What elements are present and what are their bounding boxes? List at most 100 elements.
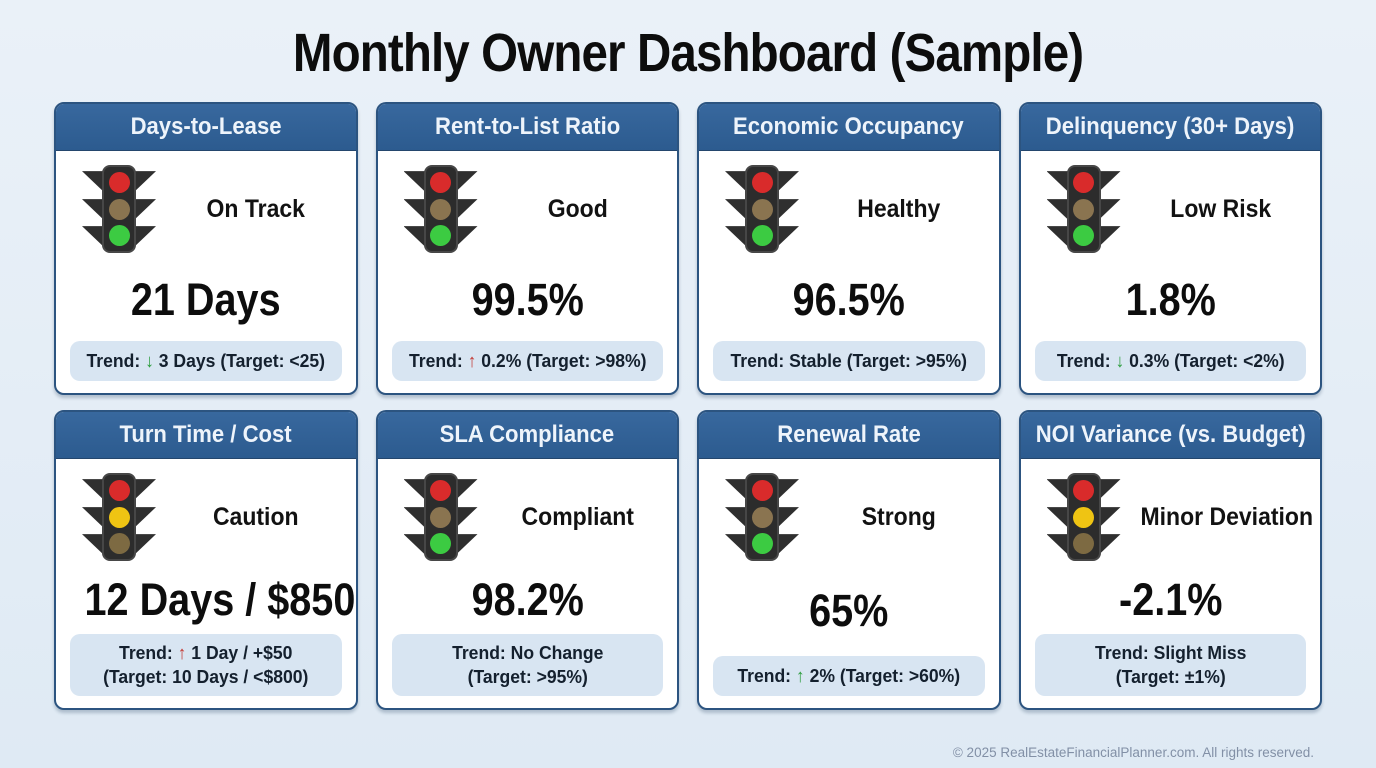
trend-target-line: (Target: 10 Days / <$800) xyxy=(103,666,309,688)
trend-text: Trend: xyxy=(86,350,146,372)
traffic-light-middle-lamp xyxy=(751,506,773,528)
traffic-light-visor xyxy=(1099,479,1121,500)
traffic-light-visor xyxy=(1046,534,1068,555)
traffic-light-visor xyxy=(778,507,799,528)
trend-line: Trend: No Change xyxy=(404,641,651,665)
trend-arrow-icon: ↓ xyxy=(145,350,154,372)
trend-text: Trend: xyxy=(1056,350,1115,372)
traffic-light-body xyxy=(745,473,779,562)
trend-text-after: 1 Day / +$50 xyxy=(186,642,293,663)
traffic-light-visor xyxy=(725,507,746,528)
traffic-light-visor xyxy=(456,171,478,192)
trend-pill: Trend: ↑ 1 Day / +$50 (Target: 10 Days /… xyxy=(70,634,342,697)
traffic-light-visor xyxy=(1099,171,1121,192)
kpi-card-noi-variance: NOI Variance (vs. Budget) Minor Deviatio… xyxy=(1018,410,1322,711)
trend-line: Trend: ↓ 0.3% (Target: <2%) xyxy=(1047,349,1294,373)
page-title: Monthly Owner Dashboard (Sample) xyxy=(292,23,1084,83)
status-label: Low Risk xyxy=(1169,194,1271,223)
card-title: Economic Occupancy xyxy=(733,113,965,141)
kpi-card-rent-to-list-ratio: Rent-to-List Ratio Good 99.5% Trend: ↑ 0 xyxy=(375,102,679,396)
traffic-light-middle-lamp xyxy=(108,506,130,528)
traffic-light-bottom-lamp xyxy=(1073,224,1094,246)
traffic-light-bottom-lamp xyxy=(751,224,773,246)
kpi-card-days-to-lease: Days-to-Lease On Track 21 Days Trend: ↓ xyxy=(54,102,358,396)
trend-arrow-icon: ↑ xyxy=(177,642,187,663)
trend-text-after: 3 Days (Target: <25) xyxy=(153,350,325,372)
card-body: Healthy 96.5% Trend: Stable (Target: >95… xyxy=(699,151,999,393)
traffic-light-visor xyxy=(403,226,425,247)
traffic-light-visor xyxy=(1099,507,1121,528)
card-header: Turn Time / Cost xyxy=(56,412,356,460)
trend-line: Trend: ↑ 0.2% (Target: >98%) xyxy=(404,349,651,373)
status-row: Compliant xyxy=(390,469,666,565)
card-title: SLA Compliance xyxy=(439,421,615,449)
traffic-light-visor xyxy=(725,226,746,247)
traffic-light-body xyxy=(1066,473,1101,562)
traffic-light-top-lamp xyxy=(751,172,773,194)
card-title: NOI Variance (vs. Budget) xyxy=(1035,421,1306,449)
trend-pill: Trend: ↓ 0.3% (Target: <2%) xyxy=(1034,341,1306,382)
traffic-light-top-lamp xyxy=(108,480,130,502)
traffic-light-top-lamp xyxy=(108,172,130,194)
trend-pill: Trend: Slight Miss (Target: ±1%) xyxy=(1034,634,1306,697)
traffic-light-body xyxy=(1066,165,1101,254)
trend-text-after: 2% (Target: >60%) xyxy=(804,665,961,687)
traffic-light-visor xyxy=(403,534,425,555)
kpi-value: 65% xyxy=(809,585,889,637)
traffic-light-visor xyxy=(778,479,799,500)
traffic-light-visor xyxy=(82,199,103,220)
traffic-light-bottom-lamp xyxy=(108,532,130,554)
traffic-light-visor xyxy=(456,199,478,220)
status-row: On Track xyxy=(68,161,344,257)
traffic-light-visor xyxy=(1046,507,1068,528)
traffic-light-icon xyxy=(1039,473,1129,562)
traffic-light-top-lamp xyxy=(1073,172,1094,194)
card-title: Renewal Rate xyxy=(776,421,921,449)
traffic-light-visor xyxy=(456,479,478,500)
traffic-light-middle-lamp xyxy=(430,198,451,220)
trend-arrow-icon: ↓ xyxy=(1114,350,1124,372)
traffic-light-visor xyxy=(725,171,746,192)
traffic-light-icon xyxy=(717,473,807,562)
trend-text: Trend: xyxy=(408,350,468,372)
card-title: Days-to-Lease xyxy=(130,113,282,141)
card-header: Delinquency (30+ Days) xyxy=(1020,104,1320,152)
traffic-light-visor xyxy=(403,507,425,528)
card-body: Compliant 98.2% Trend: No Change (Target… xyxy=(378,459,678,708)
status-row: Strong xyxy=(711,469,987,565)
traffic-light-visor xyxy=(725,534,746,555)
status-label: Strong xyxy=(861,502,936,531)
card-title: Delinquency (30+ Days) xyxy=(1045,113,1295,141)
traffic-light-visor xyxy=(82,171,103,192)
card-header: Rent-to-List Ratio xyxy=(377,104,677,152)
kpi-card-renewal-rate: Renewal Rate Strong 65% Trend: ↑ 2% (Tar xyxy=(697,410,1001,711)
card-header: SLA Compliance xyxy=(377,412,677,460)
copyright-footer: © 2025 RealEstateFinancialPlanner.com. A… xyxy=(952,745,1314,760)
trend-target-line: (Target: ±1%) xyxy=(1115,666,1226,688)
kpi-card-turn-time-cost: Turn Time / Cost Caution 12 Days / $850 xyxy=(54,410,358,711)
traffic-light-visor xyxy=(778,534,799,555)
card-body: On Track 21 Days Trend: ↓ 3 Days (Target… xyxy=(56,151,356,393)
traffic-light-visor xyxy=(456,507,478,528)
traffic-light-visor xyxy=(456,226,478,247)
traffic-light-top-lamp xyxy=(1073,480,1094,502)
kpi-card-sla-compliance: SLA Compliance Compliant 98.2% Trend: No xyxy=(375,410,679,711)
status-row: Good xyxy=(390,161,666,257)
traffic-light-visor xyxy=(82,507,103,528)
trend-text: Trend: Stable (Target: >95%) xyxy=(730,350,967,372)
trend-target-line: (Target: >95%) xyxy=(467,666,588,688)
card-body: Low Risk 1.8% Trend: ↓ 0.3% (Target: <2%… xyxy=(1021,151,1321,393)
traffic-light-body xyxy=(423,473,458,562)
traffic-light-bottom-lamp xyxy=(430,224,451,246)
traffic-light-visor xyxy=(403,171,425,192)
status-label: On Track xyxy=(206,194,305,223)
traffic-light-bottom-lamp xyxy=(108,224,130,246)
traffic-light-visor xyxy=(82,226,103,247)
traffic-light-visor xyxy=(1046,226,1068,247)
trend-arrow-icon: ↑ xyxy=(467,350,476,372)
card-body: Good 99.5% Trend: ↑ 0.2% (Target: >98%) xyxy=(378,151,678,393)
traffic-light-body xyxy=(745,165,779,254)
traffic-light-visor xyxy=(1046,479,1068,500)
traffic-light-body xyxy=(102,473,136,562)
traffic-light-visor xyxy=(778,226,799,247)
